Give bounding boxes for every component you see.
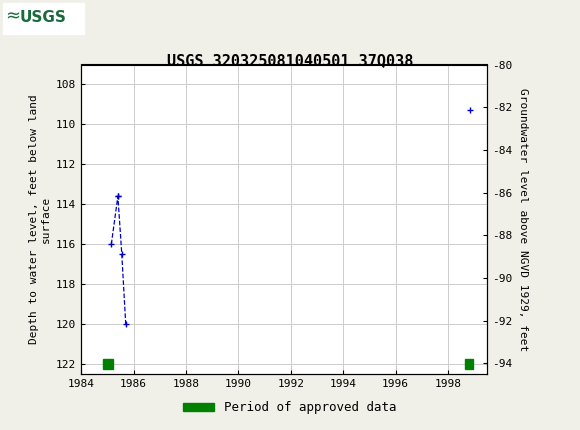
Text: USGS: USGS <box>20 10 67 25</box>
Y-axis label: Groundwater level above NGVD 1929, feet: Groundwater level above NGVD 1929, feet <box>518 88 528 351</box>
Text: ≈: ≈ <box>5 7 20 25</box>
Bar <box>465 359 473 369</box>
Text: USGS 320325081040501 37Q038: USGS 320325081040501 37Q038 <box>167 53 413 68</box>
Y-axis label: Depth to water level, feet below land
surface: Depth to water level, feet below land su… <box>29 95 50 344</box>
Legend: Period of approved data: Period of approved data <box>178 396 402 419</box>
Bar <box>3 3 84 34</box>
Bar <box>103 359 113 369</box>
